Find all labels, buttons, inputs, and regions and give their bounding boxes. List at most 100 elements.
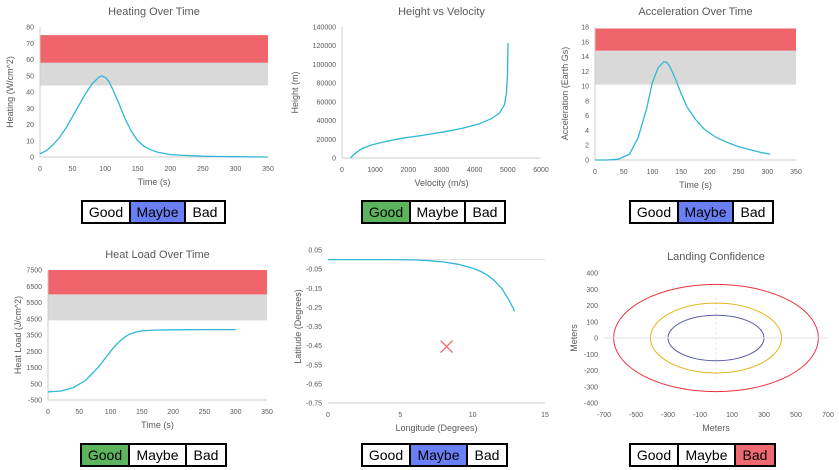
acceleration-y-tick-label: 16 — [581, 39, 589, 46]
landing-bad-button[interactable]: Bad — [735, 444, 775, 466]
acceleration-good-button[interactable]: Good — [630, 201, 678, 223]
landing-y-tick-label: -300 — [584, 384, 598, 391]
acceleration-y-label: Acceleration (Earth Gs) — [560, 47, 570, 141]
latlon-y-tick-label: -0.55 — [306, 362, 322, 369]
heating-y-tick-label: 70 — [26, 41, 34, 48]
height-title: Height vs Velocity — [398, 6, 485, 18]
heating-series-line — [39, 75, 269, 158]
acceleration-x-tick-label: 250 — [733, 169, 745, 176]
heating-bad-button[interactable]: Bad — [185, 201, 225, 223]
heating-x-tick-label: 150 — [132, 166, 144, 173]
height-velocity-chart: 0 1000 2000 3000 4000 5000 6000020000400006000… — [290, 6, 549, 188]
landing-x-tick-label: 100 — [726, 412, 738, 419]
heatload-y-tick-label: -500 — [28, 398, 42, 405]
acceleration-threshold-band — [595, 50, 796, 85]
height-y-label: Height (m) — [290, 71, 300, 113]
heatload-y-label: Heat Load (J/cm^2) — [13, 296, 23, 374]
heatload-y-tick-label: 5500 — [26, 300, 42, 307]
heatload-x-tick-label: 350 — [261, 409, 273, 416]
latlon-maybe-button[interactable]: Maybe — [410, 444, 467, 466]
landing-confidence-chart: -700 -500 -300 -100 100 300 500 700 -400 -300 -200… — [569, 251, 834, 433]
landing-y-tick-label: 400 — [586, 271, 598, 278]
landing-x-tick-label: -500 — [629, 412, 643, 419]
acceleration-y-tick-label: 6 — [585, 113, 589, 120]
height-x-tick-label: 3000 — [434, 167, 450, 174]
acceleration-maybe-button[interactable]: Maybe — [678, 201, 733, 223]
heating-y-tick-label: 50 — [26, 73, 34, 80]
acceleration-x-tick-label: 350 — [790, 169, 802, 176]
height-bad-button[interactable]: Bad — [465, 201, 505, 223]
acceleration-y-tick-label: 2 — [585, 143, 589, 150]
landing-y-label: Meters — [569, 324, 579, 352]
heating-maybe-button[interactable]: Maybe — [130, 201, 185, 223]
height-series-line — [349, 42, 509, 159]
landing-maybe-button[interactable]: Maybe — [678, 444, 735, 466]
heating-x-label: Time (s) — [138, 177, 171, 187]
acceleration-bad-button[interactable]: Bad — [733, 201, 773, 223]
acceleration-x-tick-label: 300 — [761, 169, 773, 176]
height-maybe-button[interactable]: Maybe — [410, 201, 465, 223]
latlon-y-tick-label: 0.05 — [308, 248, 322, 255]
heatload-threshold-band — [48, 270, 267, 295]
latlon-rating: Good Maybe Bad — [361, 443, 508, 467]
heating-y-tick-label: 30 — [26, 106, 34, 113]
heating-y-tick-label: 40 — [26, 90, 34, 97]
acceleration-series-line — [595, 60, 771, 161]
heating-x-tick-label: 250 — [197, 166, 209, 173]
latlon-x-tick-label: 10 — [469, 412, 477, 419]
heating-y-tick-label: 80 — [26, 25, 34, 32]
acceleration-chart: 0 50 100 150 200 250 300 350 0 2 4 6 8 10 12 14 16 18 Acce… — [560, 6, 802, 190]
heatload-x-tick-label: 250 — [199, 409, 211, 416]
heating-y-tick-label: 20 — [26, 122, 34, 129]
heatload-y-tick-label: 4500 — [26, 316, 42, 323]
landing-rating: Good Maybe Bad — [629, 443, 776, 467]
height-y-tick-label: 100000 — [313, 62, 336, 69]
landing-x-tick-label: -700 — [597, 412, 611, 419]
acceleration-x-label: Time (s) — [679, 180, 712, 190]
height-y-tick-label: 40000 — [317, 118, 337, 125]
heatload-x-tick-label: 0 — [46, 409, 50, 416]
acceleration-y-tick-label: 0 — [585, 158, 589, 165]
height-y-tick-label: 20000 — [317, 137, 337, 144]
height-x-tick-label: 4000 — [467, 167, 483, 174]
latlon-target-marker — [440, 340, 454, 354]
latlon-bad-button[interactable]: Bad — [467, 444, 507, 466]
heatload-good-button[interactable]: Good — [81, 444, 129, 466]
landing-x-tick-label: -300 — [661, 412, 675, 419]
height-rating: Good Maybe Bad — [361, 200, 506, 224]
height-y-tick-label: 140000 — [313, 25, 336, 32]
heatload-y-tick-label: 6500 — [26, 284, 42, 291]
heating-x-tick-label: 350 — [262, 166, 274, 173]
latlon-good-button[interactable]: Good — [362, 444, 410, 466]
acceleration-x-tick-label: 150 — [675, 169, 687, 176]
heating-threshold-band — [40, 62, 268, 86]
latlon-y-tick-label: -0.15 — [306, 286, 322, 293]
heating-y-label: Heating (W/cm^2) — [5, 56, 15, 128]
heating-x-tick-label: 200 — [164, 166, 176, 173]
latlon-y-tick-label: -0.45 — [306, 343, 322, 350]
heatload-bad-button[interactable]: Bad — [186, 444, 226, 466]
heat-load-chart: 0 50 100 150 200 250 300 350 -500 500 1500 2500 3500… — [13, 249, 273, 430]
heating-good-button[interactable]: Good — [82, 201, 130, 223]
height-y-tick-label: 0 — [332, 156, 336, 163]
acceleration-y-tick-label: 14 — [581, 54, 589, 61]
landing-good-button[interactable]: Good — [630, 444, 678, 466]
height-good-button[interactable]: Good — [362, 201, 410, 223]
acceleration-x-tick-label: 200 — [704, 169, 716, 176]
height-x-label: Velocity (m/s) — [414, 178, 468, 188]
acceleration-y-tick-label: 8 — [585, 98, 589, 105]
heatload-maybe-button[interactable]: Maybe — [129, 444, 186, 466]
heatload-threshold-band — [48, 294, 267, 321]
landing-x-tick-label: 700 — [822, 412, 834, 419]
latlon-series-line — [328, 258, 516, 312]
heating-x-tick-label: 50 — [69, 166, 77, 173]
height-x-tick-label: 1000 — [367, 167, 383, 174]
heatload-y-tick-label: 500 — [30, 381, 42, 388]
latlon-y-label: Latitude (Degrees) — [293, 289, 303, 364]
lat-lon-chart: 0 5 10 15 0.05 -0.05 -0.15 -0.25 -0.35 -0.45 -0.55… — [293, 248, 549, 434]
heating-rating: Good Maybe Bad — [81, 200, 226, 224]
landing-y-tick-label: -200 — [584, 368, 598, 375]
acceleration-rating: Good Maybe Bad — [629, 200, 774, 224]
heatload-title: Heat Load Over Time — [105, 249, 210, 261]
height-y-tick-label: 60000 — [317, 99, 337, 106]
